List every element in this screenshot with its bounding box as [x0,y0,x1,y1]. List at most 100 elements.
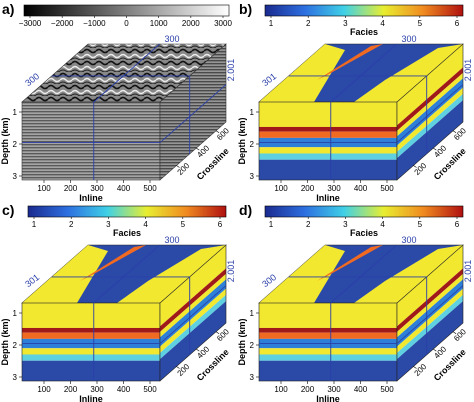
colorbar-tick-label: 1 [269,220,274,229]
crossline-tick-mark [413,366,417,369]
side-facies-band [397,301,463,381]
slice-label-left: 300 [23,71,41,88]
side-facies-band [397,279,463,347]
inline-tick-label: 200 [64,184,78,193]
depth-tick-label: 3 [13,373,18,382]
side-facies-band [160,301,226,381]
inline-tick-label: 400 [117,385,131,394]
front-facies-band [22,303,160,328]
colorbar [27,205,227,218]
depth-axis-label: Depth (km) [237,117,247,164]
slice-label-top: 300 [164,34,179,44]
crossline-tick-mark [196,348,200,352]
crossline-tick-mark [452,331,457,334]
inline-axis-label: Inline [79,394,103,402]
panel-label: a) [2,1,14,17]
front-facies-band [259,153,397,160]
colorbar-tick-label: 2 [306,19,311,28]
side-facies-band [397,72,463,137]
front-facies-band [259,159,397,180]
colorbar-tick-label: 1 [32,220,37,229]
inline-tick-label: 500 [380,184,394,193]
crossline-tick-mark [452,130,457,133]
inline-tick-label: 300 [327,184,341,193]
colorbar-tick-label: −2000 [51,19,74,28]
front-facies-band [259,348,397,355]
inline-tick-label: 500 [143,385,157,394]
inline-tick-label: 100 [37,385,51,394]
colorbar-label: Facies [350,27,378,37]
colorbar [264,4,464,17]
side-facies-band [397,100,463,180]
front-facies-band [22,327,160,333]
top-sand-lobe-right [354,245,463,303]
cube-side-face [396,43,464,181]
crossline-tick-mark [176,366,180,369]
slice-label-top: 300 [401,235,416,245]
inline-tick-label: 300 [327,385,341,394]
depth-tick-label: 2 [250,140,255,149]
panel-label: d) [239,202,252,218]
inline-slice-top [93,43,161,103]
colorbar-label: Facies [113,228,141,238]
front-facies-band [22,332,160,339]
front-facies-band [259,126,397,132]
inline-tick-label: 500 [143,184,157,193]
inline-tick-label: 200 [301,184,315,193]
crossline-tick-mark [433,147,437,151]
front-facies-band [259,131,397,138]
colorbar-tick-label: 3 [343,220,348,229]
inline-tick-label: 300 [90,385,104,394]
depth-axis-label: Depth (km) [237,318,247,365]
slice-label-left: 301 [260,71,278,88]
side-facies-band [397,44,463,126]
inline-tick-label: 400 [354,184,368,193]
inline-axis-label: Inline [316,394,340,402]
top-channel [317,245,383,281]
top-sand-lobe [22,245,108,303]
top-sand-lobe-right [354,44,463,102]
colorbar-tick-label: 5 [181,220,186,229]
colorbar-tick-label: 6 [455,220,460,229]
front-facies-band [259,147,397,154]
depth-tick-label: 2 [250,341,255,350]
depth-tick-label: 1 [13,309,18,318]
depth-tick-label: 1 [250,108,255,117]
inline-tick-label: 100 [274,385,288,394]
inline-tick-label: 500 [380,385,394,394]
panel-a: a) −3000 −2000 −1000 0 1000 2000 3000 300 300 2.00… [0,1,236,203]
slice-label-right: 2.001 [463,59,473,82]
side-facies-band [160,294,226,360]
colorbar-tick-label: 4 [143,220,148,229]
cube-side-face [159,244,227,382]
inline-tick-label: 400 [354,385,368,394]
front-facies-band [259,332,397,339]
inline-slice-top [330,244,398,304]
panel-label: b) [239,1,252,17]
top-channel [317,44,383,80]
colorbar-tick-label: 5 [418,220,423,229]
slice-label-left: 300 [260,272,278,289]
depth-slice-side [396,285,464,344]
side-facies-band [397,268,463,332]
colorbar [264,205,464,218]
colorbar-tick-label: 3 [106,220,111,229]
colorbar-tick-label: 3 [343,19,348,28]
colorbar-tick-label: 3000 [214,19,232,28]
depth-axis-label: Depth (km) [0,117,10,164]
top-sand-lobe [259,44,345,102]
front-facies-band [22,348,160,355]
crossline-tick-mark [196,147,200,151]
crossline-tick-mark [215,331,220,334]
top-sand-lobe [259,245,345,303]
front-facies-band [259,360,397,381]
depth-tick-label: 1 [250,309,255,318]
colorbar-tick-label: 5 [418,19,423,28]
depth-tick-label: 3 [250,172,255,181]
inline-tick-label: 200 [301,385,315,394]
depth-slice-side [159,285,227,344]
top-sand-lobe-right [117,245,226,303]
colorbar-tick-label: 4 [380,220,385,229]
crossline-tick-mark [433,348,437,352]
